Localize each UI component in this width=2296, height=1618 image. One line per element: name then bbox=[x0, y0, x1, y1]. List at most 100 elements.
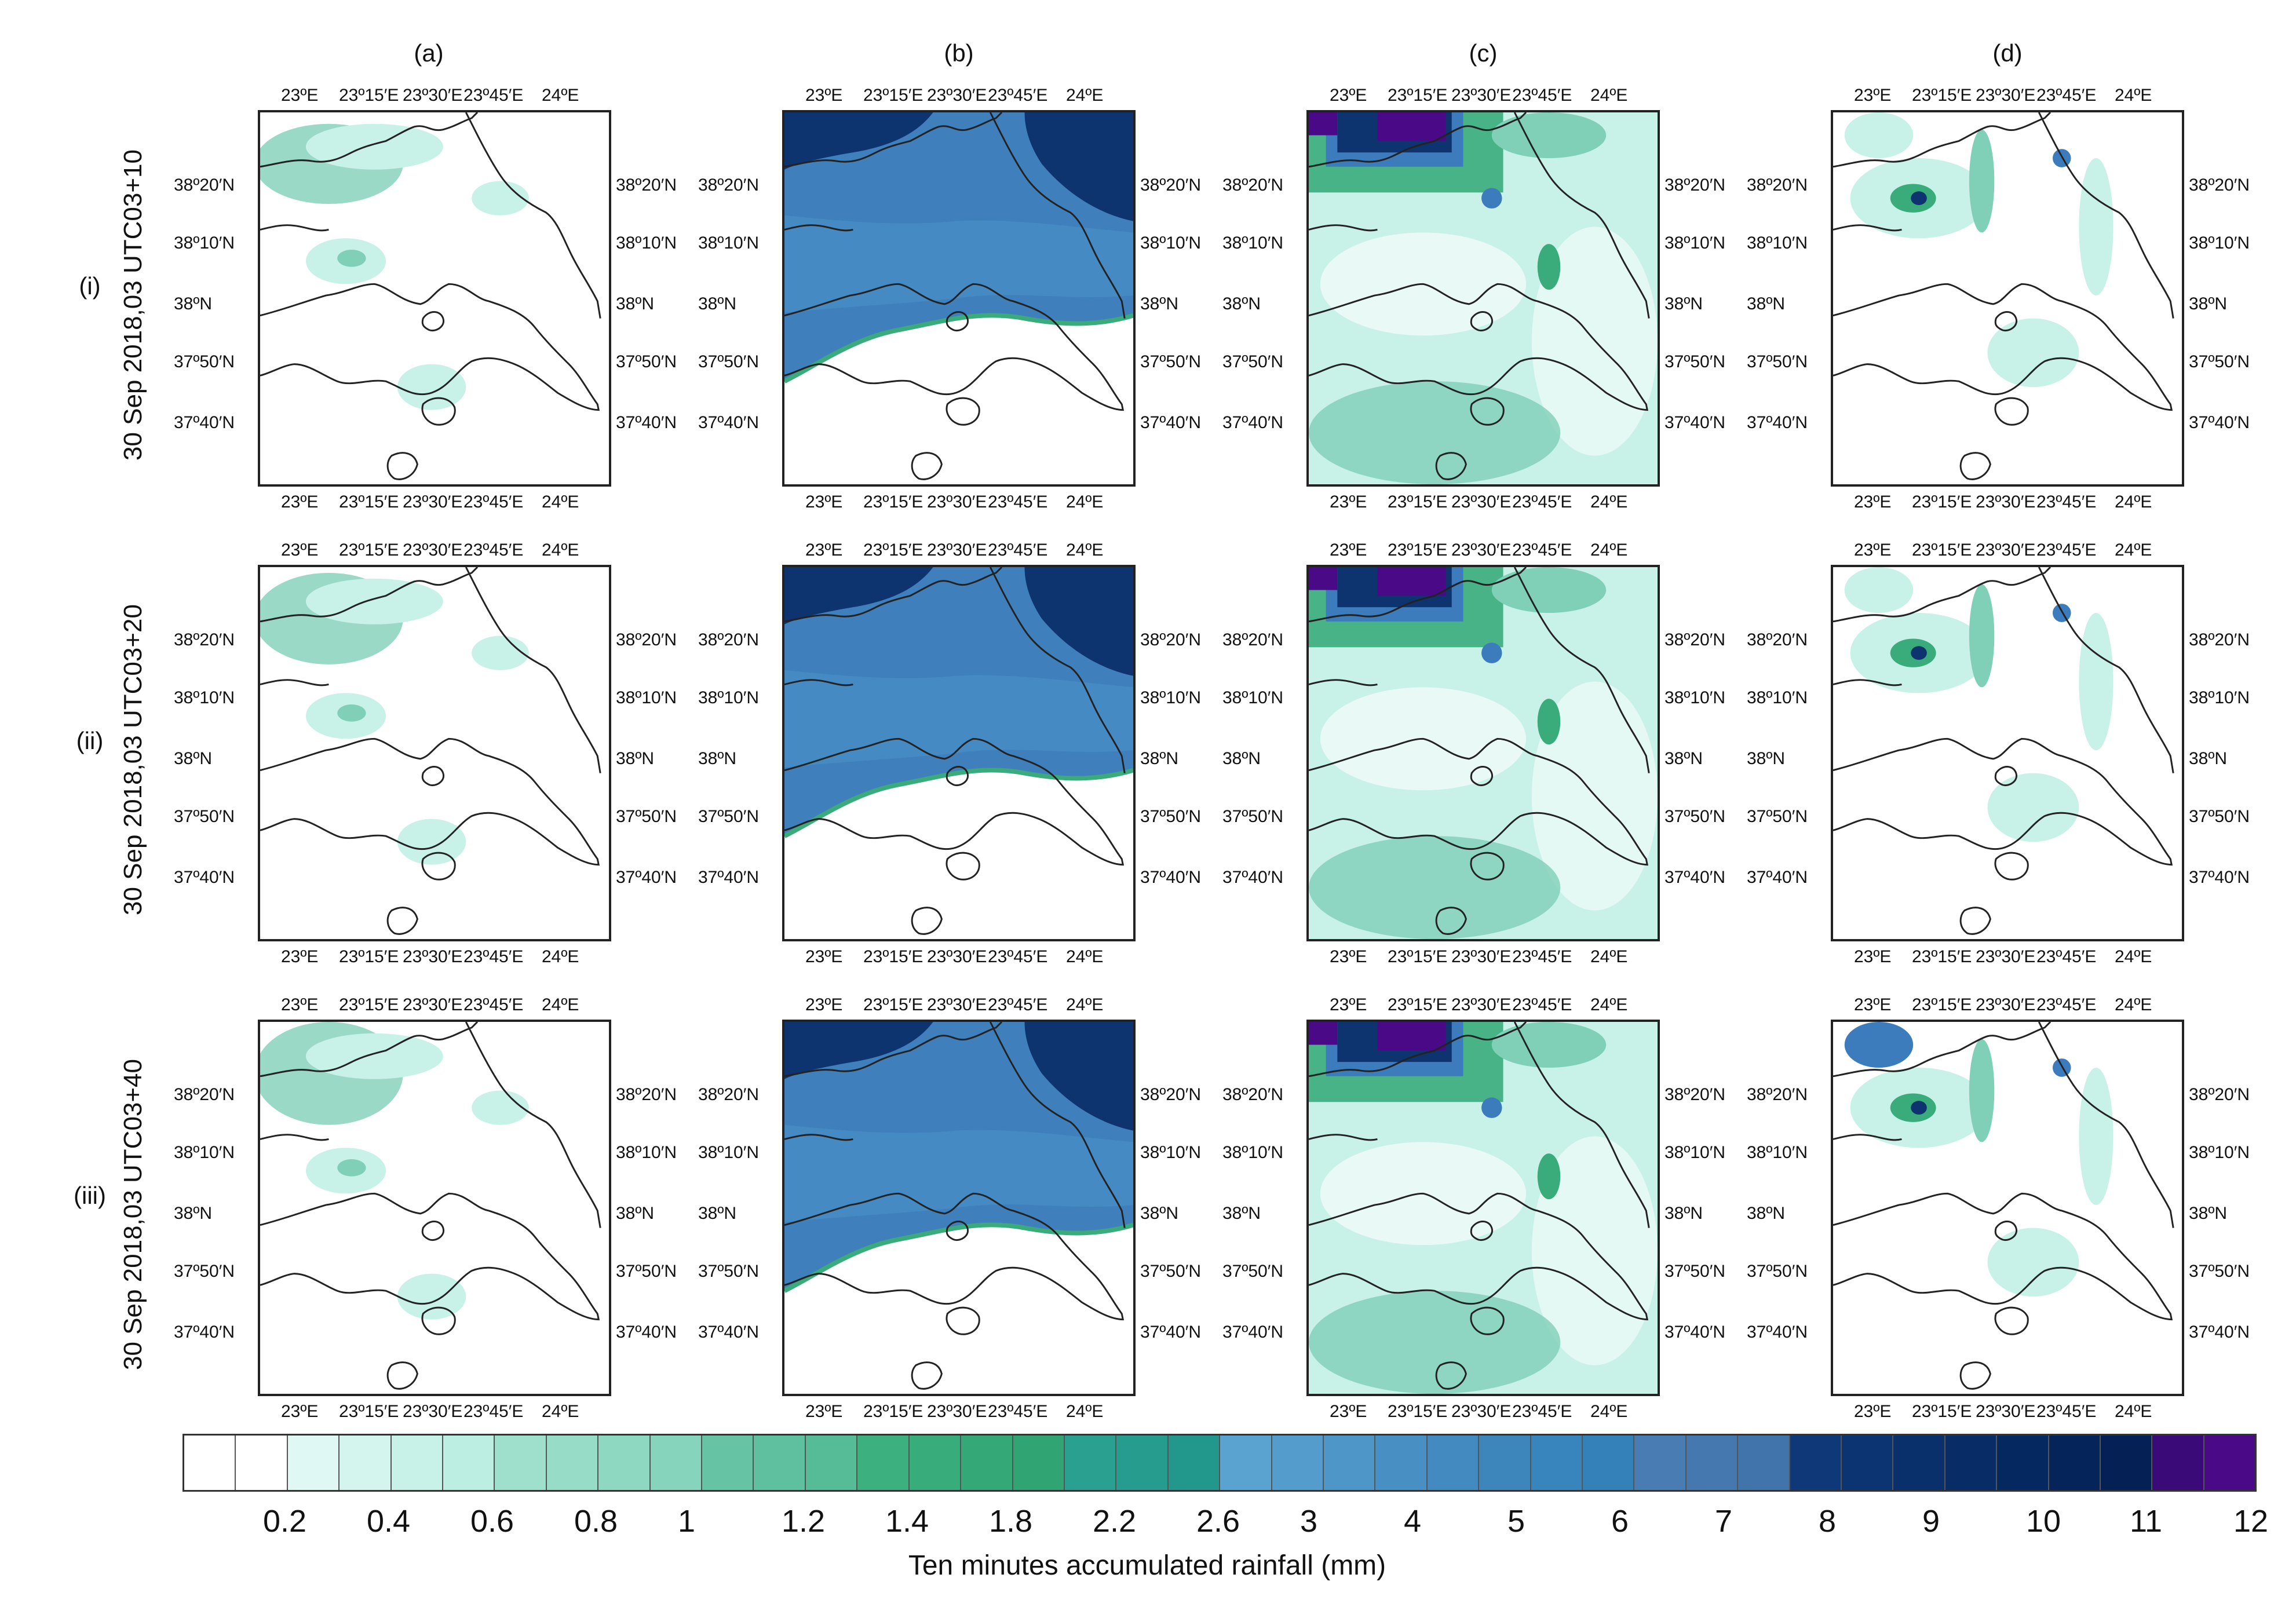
lon-tick-top: 24ºE bbox=[1066, 540, 1104, 560]
coastline bbox=[1833, 1192, 2173, 1321]
island-outline bbox=[946, 311, 969, 331]
colorbar-tick-label: 0.8 bbox=[574, 1504, 618, 1539]
colorbar-tick-label: 1 bbox=[678, 1504, 696, 1539]
lat-tick-right: 37º50′N bbox=[1664, 807, 1725, 826]
colorbar-cell bbox=[184, 1436, 236, 1490]
lon-tick-top: 24ºE bbox=[2115, 995, 2152, 1014]
coastline bbox=[1833, 283, 2173, 411]
lat-tick-left: 38º10′N bbox=[174, 233, 235, 253]
lon-tick-bottom: 23º15′E bbox=[1388, 492, 1448, 512]
rainfall-map bbox=[1309, 112, 1658, 484]
colorbar-cell bbox=[2049, 1436, 2101, 1490]
island-outline bbox=[1435, 1361, 1467, 1390]
lat-tick-left: 38º10′N bbox=[1222, 233, 1283, 253]
lon-tick-top: 23º15′E bbox=[339, 540, 399, 560]
lat-tick-right: 38º20′N bbox=[2189, 630, 2250, 649]
colorbar-cell bbox=[2152, 1436, 2204, 1490]
map-panel-c-iii bbox=[1306, 1020, 1660, 1396]
island-outline bbox=[1470, 311, 1494, 331]
lon-tick-top: 23ºE bbox=[805, 86, 843, 105]
lon-tick-top: 23ºE bbox=[1330, 995, 1367, 1014]
lon-tick-bottom: 23º45′E bbox=[988, 1402, 1048, 1421]
lat-tick-left: 38º20′N bbox=[174, 1085, 235, 1104]
lon-tick-top: 23º15′E bbox=[863, 86, 923, 105]
lat-tick-left: 38ºN bbox=[698, 294, 736, 313]
lon-tick-top: 24ºE bbox=[1066, 86, 1104, 105]
lon-tick-top: 23º45′E bbox=[988, 995, 1048, 1014]
coastline-north bbox=[784, 567, 1126, 773]
lon-tick-bottom: 23º30′E bbox=[403, 1402, 463, 1421]
colorbar-tick-label: 5 bbox=[1507, 1504, 1525, 1539]
coastline-north bbox=[1309, 567, 1650, 773]
lon-tick-top: 23º30′E bbox=[1451, 995, 1512, 1014]
colorbar-tick-label: 11 bbox=[2130, 1504, 2163, 1539]
lat-tick-left: 37º40′N bbox=[1747, 1323, 1808, 1342]
island-outline bbox=[421, 311, 445, 331]
island-outline bbox=[1470, 852, 1505, 881]
lat-tick-left: 37º50′N bbox=[1222, 807, 1283, 826]
lon-tick-top: 23ºE bbox=[805, 995, 843, 1014]
lat-tick-left: 38º10′N bbox=[698, 688, 759, 707]
island-outline bbox=[1994, 311, 2018, 331]
island-outline bbox=[1994, 852, 2029, 881]
map-panel-d-iii bbox=[1831, 1020, 2184, 1396]
lon-tick-top: 23º30′E bbox=[403, 540, 463, 560]
island-outline bbox=[946, 852, 980, 881]
colorbar-cell bbox=[1634, 1436, 1687, 1490]
colorbar-tick-label: 10 bbox=[2026, 1504, 2061, 1539]
lon-tick-top: 23º15′E bbox=[339, 995, 399, 1014]
column-label-d: (d) bbox=[1992, 39, 2023, 67]
lat-tick-right: 38ºN bbox=[616, 1204, 654, 1223]
colorbar-cell bbox=[754, 1436, 806, 1490]
lon-tick-bottom: 23º45′E bbox=[463, 1402, 524, 1421]
lat-tick-left: 38ºN bbox=[174, 294, 212, 313]
lon-tick-bottom: 23º30′E bbox=[927, 492, 987, 512]
lon-tick-bottom: 23º30′E bbox=[403, 492, 463, 512]
rainfall-map bbox=[784, 1022, 1133, 1394]
lat-tick-right: 38º10′N bbox=[2189, 688, 2250, 707]
lat-tick-left: 38º10′N bbox=[1222, 688, 1283, 707]
lat-tick-right: 38ºN bbox=[616, 294, 654, 313]
lat-tick-left: 37º50′N bbox=[1747, 352, 1808, 371]
lon-tick-top: 23ºE bbox=[281, 540, 319, 560]
lat-tick-left: 38º20′N bbox=[1747, 630, 1808, 649]
map-panel-d-ii bbox=[1831, 565, 2184, 941]
lon-tick-top: 23º30′E bbox=[1976, 86, 2036, 105]
lat-tick-left: 38ºN bbox=[698, 749, 736, 768]
lat-tick-right: 38º20′N bbox=[1664, 1085, 1725, 1104]
map-panel-a-iii bbox=[258, 1020, 611, 1396]
lat-tick-right: 38º20′N bbox=[1140, 176, 1201, 195]
lat-tick-left: 38º20′N bbox=[1222, 630, 1283, 649]
lon-tick-top: 23º45′E bbox=[2036, 995, 2097, 1014]
lat-tick-right: 38º20′N bbox=[2189, 176, 2250, 195]
colorbar-cell bbox=[598, 1436, 651, 1490]
island-outline bbox=[946, 1306, 980, 1335]
row-label-i: (i) bbox=[79, 272, 101, 300]
lat-tick-left: 37º50′N bbox=[1222, 352, 1283, 371]
rainfall-map bbox=[1309, 567, 1658, 939]
lat-tick-right: 38ºN bbox=[1664, 1204, 1703, 1223]
lat-tick-left: 37º50′N bbox=[698, 807, 759, 826]
lon-tick-top: 23º15′E bbox=[863, 995, 923, 1014]
coastline-north bbox=[784, 1022, 1126, 1228]
lat-tick-left: 37º50′N bbox=[698, 1262, 759, 1281]
lat-tick-left: 38º20′N bbox=[698, 176, 759, 195]
map-panel-a-i bbox=[258, 110, 611, 487]
lon-tick-bottom: 23º30′E bbox=[1451, 492, 1512, 512]
lon-tick-top: 24ºE bbox=[1590, 540, 1628, 560]
lat-tick-right: 37º40′N bbox=[2189, 1323, 2250, 1342]
island-outline bbox=[946, 765, 969, 786]
colorbar-tick-label: 2.6 bbox=[1196, 1504, 1240, 1539]
lat-tick-left: 37º50′N bbox=[698, 352, 759, 371]
row-date-iii: 30 Sep 2018,03 UTC03+40 bbox=[119, 1059, 147, 1370]
lat-tick-left: 38º20′N bbox=[1747, 1085, 1808, 1104]
coastline bbox=[784, 1192, 1125, 1321]
coastline bbox=[260, 1192, 600, 1321]
lon-tick-top: 23º15′E bbox=[1912, 995, 1972, 1014]
lat-tick-left: 37º40′N bbox=[1222, 413, 1283, 432]
lon-tick-top: 23º45′E bbox=[2036, 540, 2097, 560]
lat-tick-right: 38º20′N bbox=[616, 176, 677, 195]
lat-tick-left: 37º50′N bbox=[1222, 1262, 1283, 1281]
island-outline bbox=[1959, 452, 1991, 480]
lon-tick-top: 23º15′E bbox=[1912, 86, 1972, 105]
